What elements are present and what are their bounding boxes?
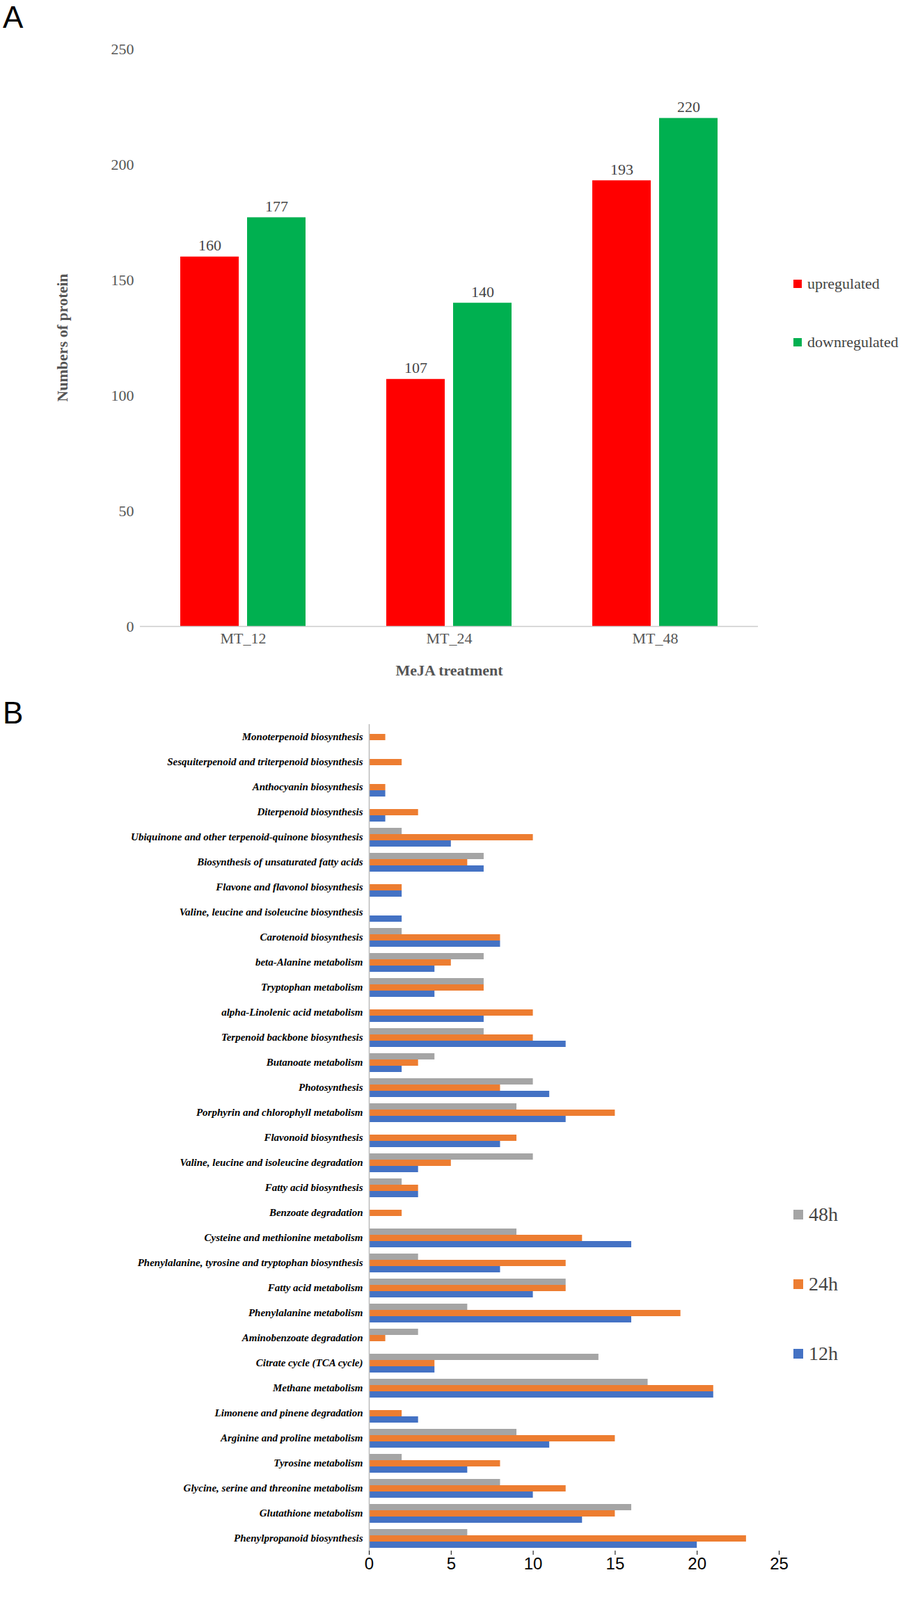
svg-text:Methane metabolism: Methane metabolism bbox=[272, 1382, 364, 1395]
svg-text:0: 0 bbox=[364, 1554, 374, 1574]
svg-text:Cysteine and methionine metabo: Cysteine and methionine metabolism bbox=[204, 1232, 364, 1244]
svg-text:Butanoate metabolism: Butanoate metabolism bbox=[265, 1057, 364, 1069]
html-text:downregulated: downregulated bbox=[807, 333, 899, 351]
svg-text:15: 15 bbox=[606, 1554, 625, 1574]
svg-text:Phenylalanine, tyrosine and tr: Phenylalanine, tyrosine and tryptophan b… bbox=[137, 1257, 364, 1269]
svg-text:Flavone and flavonol biosynthe: Flavone and flavonol biosynthesis bbox=[215, 881, 363, 893]
svg-text:10: 10 bbox=[524, 1554, 543, 1574]
svg-text:Anthocyanin biosynthesis: Anthocyanin biosynthesis bbox=[251, 781, 364, 793]
html-text:24h: 24h bbox=[808, 1273, 838, 1296]
svg-text:MT_12: MT_12 bbox=[220, 629, 267, 648]
svg-text:Photosynthesis: Photosynthesis bbox=[298, 1082, 364, 1094]
svg-text:MT_24: MT_24 bbox=[426, 629, 473, 648]
svg-text:Numbers of protein: Numbers of protein bbox=[53, 273, 71, 402]
svg-text:25: 25 bbox=[769, 1554, 789, 1574]
svg-text:200: 200 bbox=[111, 155, 135, 174]
html-text:12h: 12h bbox=[808, 1343, 838, 1365]
svg-text:Phenylalanine metabolism: Phenylalanine metabolism bbox=[248, 1307, 364, 1319]
svg-text:Valine, leucine and isoleucine: Valine, leucine and isoleucine degradati… bbox=[180, 1157, 364, 1169]
svg-text:160: 160 bbox=[198, 236, 222, 255]
svg-text:193: 193 bbox=[610, 160, 634, 179]
svg-text:Sesquiterpenoid and triterpeno: Sesquiterpenoid and triterpenoid biosynt… bbox=[167, 756, 363, 768]
svg-text:Biosynthesis of unsaturated fa: Biosynthesis of unsaturated fatty acids bbox=[196, 856, 364, 868]
svg-text:Glutathione metabolism: Glutathione metabolism bbox=[259, 1508, 364, 1520]
svg-text:Flavonoid biosynthesis: Flavonoid biosynthesis bbox=[263, 1132, 363, 1144]
svg-text:100: 100 bbox=[111, 386, 135, 405]
svg-text:5: 5 bbox=[446, 1554, 456, 1574]
svg-text:Citrate cycle (TCA cycle): Citrate cycle (TCA cycle) bbox=[256, 1357, 364, 1370]
svg-text:Glycine, serine and threonine: Glycine, serine and threonine metabolism bbox=[183, 1483, 364, 1495]
svg-text:Terpenoid backbone biosynthesi: Terpenoid backbone biosynthesis bbox=[221, 1032, 364, 1044]
svg-text:0: 0 bbox=[126, 618, 135, 636]
svg-text:Arginine and proline metabolis: Arginine and proline metabolism bbox=[219, 1433, 364, 1445]
svg-text:Diterpenoid biosynthesis: Diterpenoid biosynthesis bbox=[256, 806, 363, 818]
svg-text:Porphyrin and chlorophyll meta: Porphyrin and chlorophyll metabolism bbox=[196, 1107, 364, 1119]
html-text:48h: 48h bbox=[808, 1204, 838, 1226]
svg-text:177: 177 bbox=[265, 197, 289, 216]
svg-text:220: 220 bbox=[677, 98, 701, 116]
svg-text:Ubiquinone and other terpenoid: Ubiquinone and other terpenoid-quinone b… bbox=[130, 831, 364, 843]
svg-text:Aminobenzoate degradation: Aminobenzoate degradation bbox=[241, 1332, 364, 1344]
html-text:upregulated: upregulated bbox=[807, 274, 880, 293]
svg-text:140: 140 bbox=[471, 283, 495, 301]
svg-text:Fatty acid biosynthesis: Fatty acid biosynthesis bbox=[264, 1182, 364, 1194]
svg-text:MT_48: MT_48 bbox=[632, 629, 679, 648]
svg-text:Valine, leucine and isoleucine: Valine, leucine and isoleucine biosynthe… bbox=[179, 906, 364, 918]
svg-text:Carotenoid biosynthesis: Carotenoid biosynthesis bbox=[260, 931, 364, 944]
svg-text:Benzoate degradation: Benzoate degradation bbox=[268, 1207, 364, 1219]
svg-text:Phenylpropanoid biosynthesis: Phenylpropanoid biosynthesis bbox=[233, 1533, 364, 1545]
svg-text:250: 250 bbox=[111, 40, 135, 58]
svg-text:MeJA treatment: MeJA treatment bbox=[395, 661, 504, 680]
html-text:A: A bbox=[2, 0, 24, 35]
svg-text:Fatty acid metabolism: Fatty acid metabolism bbox=[267, 1282, 364, 1294]
svg-text:beta-Alanine metabolism: beta-Alanine metabolism bbox=[255, 956, 364, 969]
svg-text:20: 20 bbox=[687, 1554, 707, 1574]
svg-text:alpha-Linolenic acid metabolis: alpha-Linolenic acid metabolism bbox=[221, 1007, 363, 1019]
html-text:B: B bbox=[2, 695, 24, 731]
svg-text:50: 50 bbox=[119, 502, 135, 520]
svg-text:107: 107 bbox=[404, 359, 428, 377]
svg-text:Tyrosine metabolism: Tyrosine metabolism bbox=[273, 1458, 363, 1470]
svg-text:Tryptophan metabolism: Tryptophan metabolism bbox=[260, 982, 364, 994]
svg-text:Limonene and pinene degradatio: Limonene and pinene degradation bbox=[214, 1407, 364, 1420]
svg-text:150: 150 bbox=[111, 271, 135, 289]
svg-text:Monoterpenoid biosynthesis: Monoterpenoid biosynthesis bbox=[241, 731, 364, 743]
